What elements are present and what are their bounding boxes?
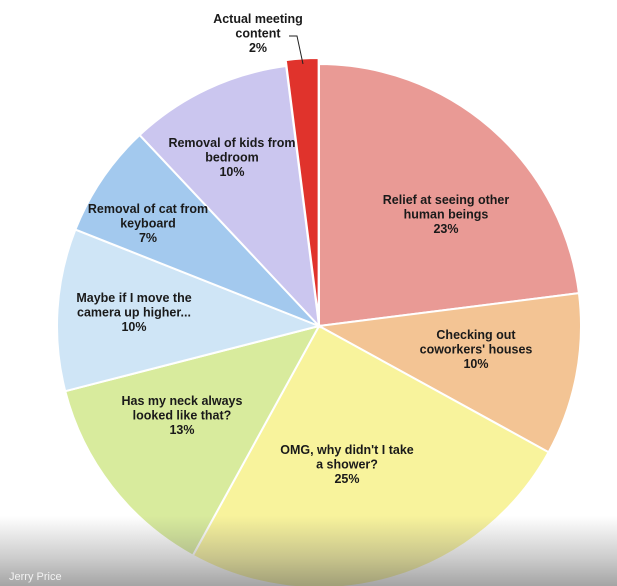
leader-line bbox=[289, 35, 304, 65]
pie-labels: Relief at seeing other human beings 23% Che… bbox=[76, 12, 532, 486]
slice-percent: 10% bbox=[121, 320, 146, 334]
slice-percent: 2% bbox=[249, 41, 267, 55]
slice-label: Removal of kids from bedroom 10% bbox=[168, 136, 295, 179]
slice-percent: 13% bbox=[169, 423, 194, 437]
author-credit: Jerry Price bbox=[9, 571, 62, 583]
slice-percent: 23% bbox=[433, 222, 458, 236]
slice-percent: 10% bbox=[219, 165, 244, 179]
slice-label: Has my neck always looked like that? 13% bbox=[122, 394, 243, 437]
slice-label-line: bedroom bbox=[205, 151, 258, 165]
slice-label: Checking out coworkers' houses 10% bbox=[420, 328, 533, 371]
slice-label-line: Maybe if I move the bbox=[76, 291, 191, 305]
slice-label-line: Has my neck always bbox=[122, 394, 243, 408]
slice-percent: 10% bbox=[463, 357, 488, 371]
slice-label-line: human beings bbox=[404, 208, 489, 222]
slice-label: Actual meeting content 2% bbox=[213, 12, 303, 55]
slice-label-line: Checking out bbox=[436, 328, 516, 342]
slice-label-line: Removal of kids from bbox=[168, 136, 295, 150]
slice-label-line: coworkers' houses bbox=[420, 343, 533, 357]
slice-percent: 7% bbox=[139, 231, 157, 245]
pie-slice bbox=[74, 133, 320, 327]
slice-label: Relief at seeing other human beings 23% bbox=[383, 193, 510, 236]
slice-label: Maybe if I move the camera up higher... 10… bbox=[76, 291, 191, 334]
slice-label-line: a shower? bbox=[316, 458, 378, 472]
slice-label-line: keyboard bbox=[120, 217, 176, 231]
slice-label-line: content bbox=[235, 27, 281, 41]
slice-label-line: camera up higher... bbox=[77, 306, 191, 320]
slice-label-line: Relief at seeing other bbox=[383, 193, 510, 207]
slice-label: Removal of cat from keyboard 7% bbox=[88, 202, 208, 245]
slice-label-line: Actual meeting bbox=[213, 12, 303, 26]
slice-label-line: looked like that? bbox=[133, 409, 232, 423]
slice-label-line: OMG, why didn't I take bbox=[280, 443, 414, 457]
slice-label-line: Removal of cat from bbox=[88, 202, 208, 216]
pie-slice bbox=[138, 64, 321, 329]
pie-slice bbox=[318, 62, 581, 328]
pie-slice bbox=[56, 228, 323, 393]
slice-label: OMG, why didn't I take a shower? 25% bbox=[280, 443, 414, 486]
slice-percent: 25% bbox=[334, 472, 359, 486]
pie-slice bbox=[315, 292, 582, 454]
